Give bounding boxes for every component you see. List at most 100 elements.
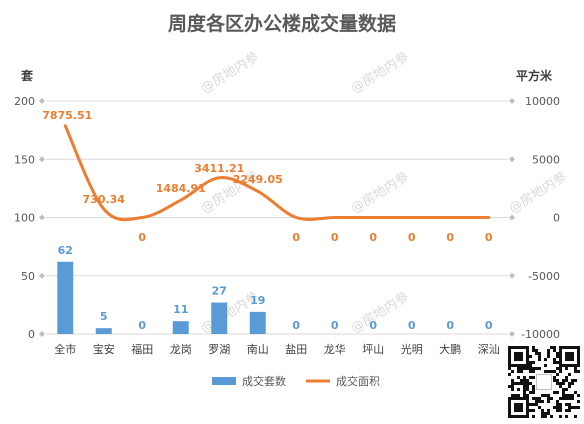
qr-module: [529, 391, 532, 394]
right-tick-label: 5000: [532, 153, 560, 166]
qr-module: [553, 358, 556, 361]
category-label: 福田: [131, 342, 153, 356]
qr-finder-core: [565, 352, 574, 361]
qr-module: [556, 391, 559, 394]
qr-module: [508, 367, 511, 370]
watermark-text: @房地内参: [198, 49, 262, 97]
qr-module: [517, 367, 520, 370]
left-tick-label: 200: [14, 95, 35, 108]
qr-module: [559, 403, 562, 406]
qr-module: [571, 394, 574, 397]
legend-label-bar: 成交套数: [242, 374, 286, 388]
qr-module: [508, 373, 511, 376]
qr-module: [562, 391, 565, 394]
qr-module: [535, 367, 538, 370]
qr-module: [532, 409, 535, 412]
qr-module: [559, 382, 562, 385]
qr-module: [556, 400, 559, 403]
watermark-text: @房地内参: [348, 169, 412, 217]
qr-module: [544, 415, 547, 418]
bar-label: 0: [408, 319, 416, 332]
qr-module: [529, 409, 532, 412]
qr-module: [565, 394, 568, 397]
qr-module: [514, 394, 517, 397]
qr-module: [526, 385, 529, 388]
gridlines: [46, 100, 508, 335]
bar-label: 11: [173, 303, 188, 316]
left-tick-marker: [39, 331, 45, 337]
qr-module: [565, 415, 568, 418]
qr-finder-core: [514, 403, 523, 412]
qr-module: [511, 394, 514, 397]
left-tick-marker: [39, 156, 45, 163]
qr-module: [529, 355, 532, 358]
qr-module: [574, 367, 577, 370]
qr-module: [520, 367, 523, 370]
left-tick-label: 0: [28, 328, 35, 341]
qr-module: [520, 370, 523, 373]
right-tick-label: 0: [553, 212, 560, 225]
category-label: 宝安: [93, 342, 115, 356]
qr-module: [565, 367, 568, 370]
qr-module: [535, 397, 538, 400]
qr-module: [577, 370, 580, 373]
qr-module: [553, 376, 556, 379]
legend-swatch-bar: [212, 377, 236, 385]
qr-module: [556, 409, 559, 412]
watermark-text: @房地内参: [348, 49, 412, 97]
qr-module: [517, 382, 520, 385]
qr-module: [550, 397, 553, 400]
left-axis-ticks: 0 50 100 150 200: [14, 95, 45, 341]
qr-module: [523, 394, 526, 397]
qr-module: [553, 361, 556, 364]
qr-module: [571, 406, 574, 409]
bar-label: 0: [485, 319, 493, 332]
line-label: 0: [138, 231, 146, 244]
qr-module: [556, 373, 559, 376]
qr-module: [511, 388, 514, 391]
category-label: 南山: [247, 343, 269, 356]
qr-module: [547, 412, 550, 415]
category-label: 龙岗: [170, 343, 192, 356]
right-tick-marker: [509, 214, 515, 221]
line-label: 7875.51: [42, 109, 92, 122]
qr-module: [577, 400, 580, 403]
qr-module: [547, 352, 550, 355]
line-label: 0: [408, 231, 416, 244]
qr-module: [526, 367, 529, 370]
line-label: 0: [446, 231, 454, 244]
qr-module: [556, 382, 559, 385]
qr-module: [538, 400, 541, 403]
qr-module: [568, 409, 571, 412]
qr-code-icon: [508, 346, 580, 418]
watermark-text: @房地内参: [506, 169, 570, 217]
qr-module: [517, 388, 520, 391]
qr-module: [529, 367, 532, 370]
qr-module: [529, 364, 532, 367]
bar-label: 0: [292, 319, 300, 332]
bar-data-labels: 62 5 0 11 27 19 0 0 0 0 0 0: [58, 244, 493, 332]
qr-module: [544, 358, 547, 361]
qr-module: [511, 385, 514, 388]
qr-module: [553, 406, 556, 409]
qr-module: [538, 355, 541, 358]
qr-module: [565, 376, 568, 379]
qr-module: [553, 391, 556, 394]
line-area-series: [63, 124, 491, 222]
line-label: 0: [292, 231, 300, 244]
bar-label: 0: [331, 319, 339, 332]
category-label: 大鹏: [439, 342, 461, 356]
qr-module: [547, 409, 550, 412]
category-labels: 全市 宝安 福田 龙岗 罗湖 南山 盐田 龙华 坪山 光明 大鹏 深汕: [54, 342, 500, 356]
line-label: 3411.21: [194, 162, 244, 175]
qr-module: [523, 367, 526, 370]
qr-module: [511, 382, 514, 385]
right-tick-label: -10000: [521, 328, 560, 341]
qr-module: [520, 379, 523, 382]
legend-label-line: 成交面积: [336, 374, 380, 388]
qr-finder-core: [514, 352, 523, 361]
qr-module: [559, 409, 562, 412]
qr-module: [511, 379, 514, 382]
qr-module: [559, 406, 562, 409]
